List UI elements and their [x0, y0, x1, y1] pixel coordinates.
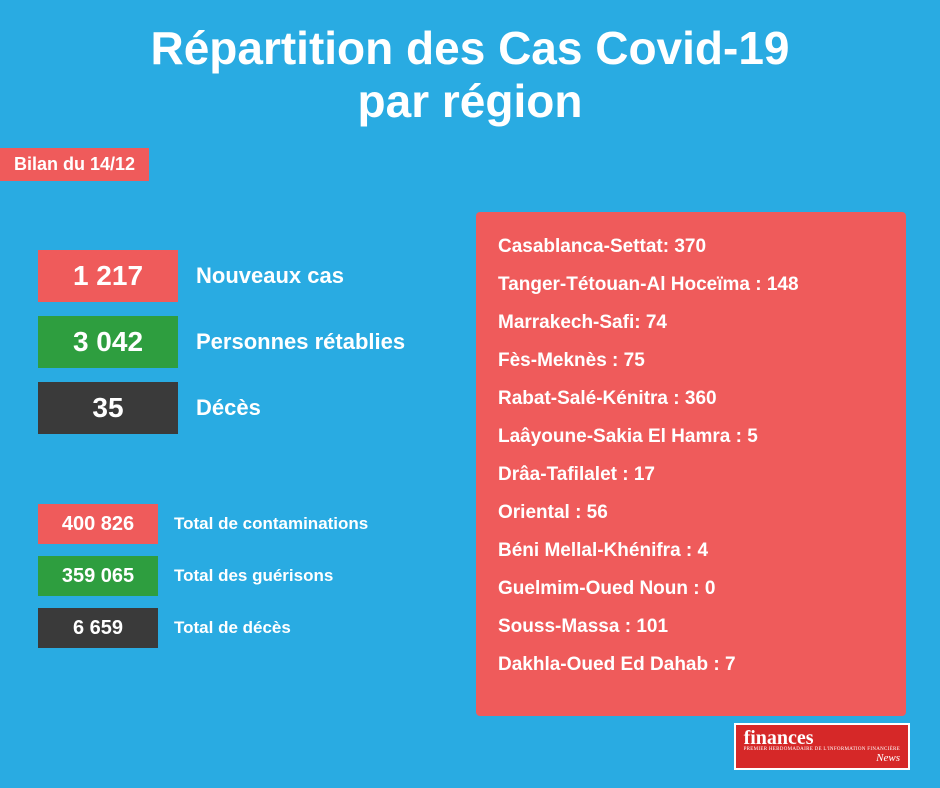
region-item: Souss-Massa : 101	[498, 616, 884, 638]
total-row: 359 065 Total des guérisons	[38, 556, 458, 596]
region-item: Béni Mellal-Khénifra : 4	[498, 540, 884, 562]
stat-label: Personnes rétablies	[196, 329, 405, 355]
region-item: Oriental : 56	[498, 502, 884, 524]
total-row: 400 826 Total de contaminations	[38, 504, 458, 544]
logo-bottom-text: News	[744, 752, 900, 764]
region-item: Rabat-Salé-Kénitra : 360	[498, 388, 884, 410]
region-item: Marrakech-Safi: 74	[498, 312, 884, 334]
region-item: Guelmim-Oued Noun : 0	[498, 578, 884, 600]
stat-box-new-cases: 1 217	[38, 250, 178, 302]
infographic-canvas: Répartition des Cas Covid-19 par région …	[0, 0, 940, 788]
total-label: Total de contaminations	[174, 514, 368, 534]
region-item: Drâa-Tafilalet : 17	[498, 464, 884, 486]
region-item: Tanger-Tétouan-Al Hoceïma : 148	[498, 274, 884, 296]
page-title: Répartition des Cas Covid-19 par région	[0, 0, 940, 128]
stat-label: Nouveaux cas	[196, 263, 344, 289]
total-box-contaminations: 400 826	[38, 504, 158, 544]
stat-row: 35 Décès	[38, 382, 458, 434]
publisher-logo: finances PREMIER HEBDOMADAIRE DE L'INFOR…	[734, 723, 910, 770]
date-badge-text: Bilan du 14/12	[14, 154, 135, 174]
total-row: 6 659 Total de décès	[38, 608, 458, 648]
region-item: Laâyoune-Sakia El Hamra : 5	[498, 426, 884, 448]
title-line-1: Répartition des Cas Covid-19	[150, 22, 789, 74]
region-item: Fès-Meknès : 75	[498, 350, 884, 372]
region-item: Casablanca-Settat: 370	[498, 236, 884, 258]
logo-top-text: finances	[744, 729, 900, 747]
region-item: Dakhla-Oued Ed Dahab : 7	[498, 654, 884, 676]
regions-panel: Casablanca-Settat: 370 Tanger-Tétouan-Al…	[476, 212, 906, 716]
title-line-2: par région	[358, 75, 583, 127]
total-label: Total des guérisons	[174, 566, 333, 586]
stat-row: 1 217 Nouveaux cas	[38, 250, 458, 302]
stat-box-recovered: 3 042	[38, 316, 178, 368]
totals-section: 400 826 Total de contaminations 359 065 …	[38, 504, 458, 648]
total-box-deaths: 6 659	[38, 608, 158, 648]
stat-row: 3 042 Personnes rétablies	[38, 316, 458, 368]
stat-box-deaths: 35	[38, 382, 178, 434]
left-column: 1 217 Nouveaux cas 3 042 Personnes rétab…	[38, 250, 458, 660]
stat-label: Décès	[196, 395, 261, 421]
total-label: Total de décès	[174, 618, 291, 638]
total-box-recoveries: 359 065	[38, 556, 158, 596]
date-badge: Bilan du 14/12	[0, 148, 149, 181]
